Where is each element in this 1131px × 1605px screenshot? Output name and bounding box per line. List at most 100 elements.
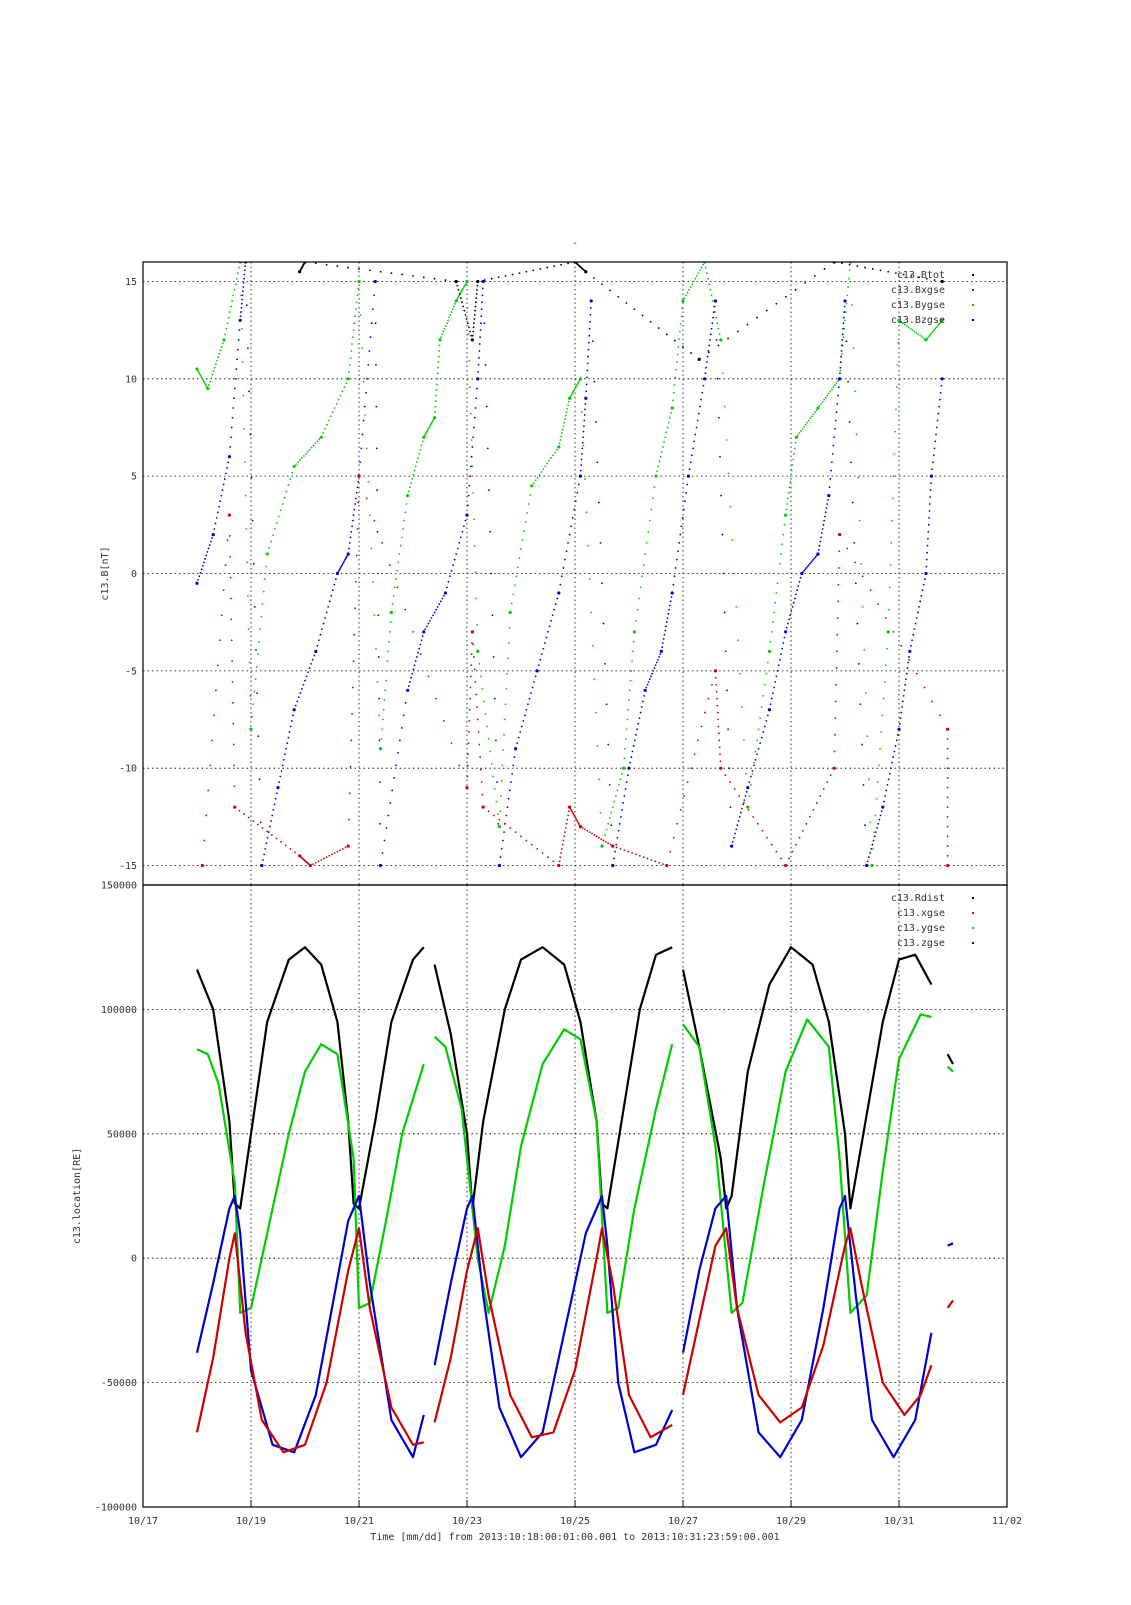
data-point xyxy=(474,305,477,308)
data-point xyxy=(274,797,277,800)
data-point xyxy=(665,431,668,434)
data-point xyxy=(217,356,220,359)
data-point xyxy=(314,262,317,265)
series-line xyxy=(195,946,954,1210)
data-point xyxy=(241,361,244,364)
data-point xyxy=(735,605,738,608)
data-point xyxy=(611,863,615,868)
data-point xyxy=(306,450,309,453)
data-point xyxy=(567,542,569,544)
data-point xyxy=(901,706,903,708)
data-point xyxy=(806,421,809,424)
data-point xyxy=(757,728,760,731)
data-point xyxy=(673,575,676,578)
data-point xyxy=(420,444,423,447)
data-point xyxy=(563,835,566,838)
data-point xyxy=(895,272,897,275)
data-point xyxy=(574,387,576,390)
data-point xyxy=(266,830,269,833)
data-point xyxy=(527,703,529,706)
data-point xyxy=(397,561,400,564)
data-point xyxy=(546,462,549,465)
data-point xyxy=(502,749,505,752)
data-point xyxy=(748,795,751,797)
data-point xyxy=(940,384,943,387)
data-point xyxy=(790,610,793,612)
data-point xyxy=(490,572,493,575)
data-point xyxy=(481,805,485,809)
data-point xyxy=(249,433,252,436)
data-point xyxy=(378,739,381,742)
data-point xyxy=(856,265,859,268)
data-point xyxy=(356,294,359,297)
data-point xyxy=(411,478,414,480)
data-point xyxy=(275,521,278,524)
data-point xyxy=(532,269,535,272)
data-point xyxy=(232,722,235,725)
data-point xyxy=(848,263,851,266)
data-point xyxy=(407,490,410,493)
data-point xyxy=(712,316,714,319)
data-point xyxy=(409,486,411,489)
data-point xyxy=(754,750,757,753)
data-point xyxy=(874,831,877,834)
data-point xyxy=(486,725,488,728)
data-point xyxy=(580,464,583,466)
data-point xyxy=(429,619,431,622)
data-point xyxy=(471,642,473,644)
data-point xyxy=(641,314,644,317)
data-point xyxy=(798,836,801,839)
data-point xyxy=(514,831,517,834)
data-point xyxy=(946,825,949,828)
data-point xyxy=(623,795,626,797)
data-point xyxy=(386,660,389,663)
data-point xyxy=(899,717,902,720)
data-point xyxy=(241,294,244,297)
data-point xyxy=(887,778,890,781)
data-point xyxy=(785,295,787,298)
data-point xyxy=(373,279,377,284)
data-point xyxy=(780,653,782,656)
data-point xyxy=(268,546,271,549)
data-point xyxy=(710,294,713,297)
data-point xyxy=(274,528,276,530)
data-point xyxy=(677,345,680,348)
data-point xyxy=(582,425,585,427)
data-point xyxy=(205,384,208,387)
x-tick-label: 10/23 xyxy=(452,1516,482,1527)
data-point xyxy=(946,786,949,789)
data-point xyxy=(934,440,937,443)
data-point xyxy=(544,465,547,468)
x-tick-label: 10/27 xyxy=(668,1516,698,1527)
y-tick-label: 15 xyxy=(125,277,137,288)
data-point xyxy=(906,667,909,669)
data-point xyxy=(534,675,537,678)
data-point xyxy=(240,302,243,305)
data-point xyxy=(588,327,591,330)
data-point xyxy=(258,778,261,781)
data-point xyxy=(663,633,666,636)
data-point xyxy=(846,547,849,550)
data-point xyxy=(799,576,802,579)
data-point xyxy=(596,461,599,464)
data-point xyxy=(762,731,765,733)
data-point xyxy=(473,656,475,658)
data-point xyxy=(554,603,557,605)
data-point xyxy=(553,265,556,268)
data-point xyxy=(281,764,284,767)
data-point xyxy=(890,767,892,770)
data-point xyxy=(715,316,718,319)
data-point xyxy=(520,835,522,838)
data-point xyxy=(927,336,930,338)
data-point xyxy=(319,435,323,439)
data-point xyxy=(614,850,617,853)
data-point xyxy=(642,564,645,567)
data-point xyxy=(625,728,628,731)
data-point xyxy=(310,446,313,449)
data-point xyxy=(346,552,350,556)
data-point xyxy=(928,516,930,519)
data-point xyxy=(250,476,253,479)
data-point xyxy=(920,594,923,597)
data-point xyxy=(381,728,384,731)
data-point xyxy=(741,706,743,708)
